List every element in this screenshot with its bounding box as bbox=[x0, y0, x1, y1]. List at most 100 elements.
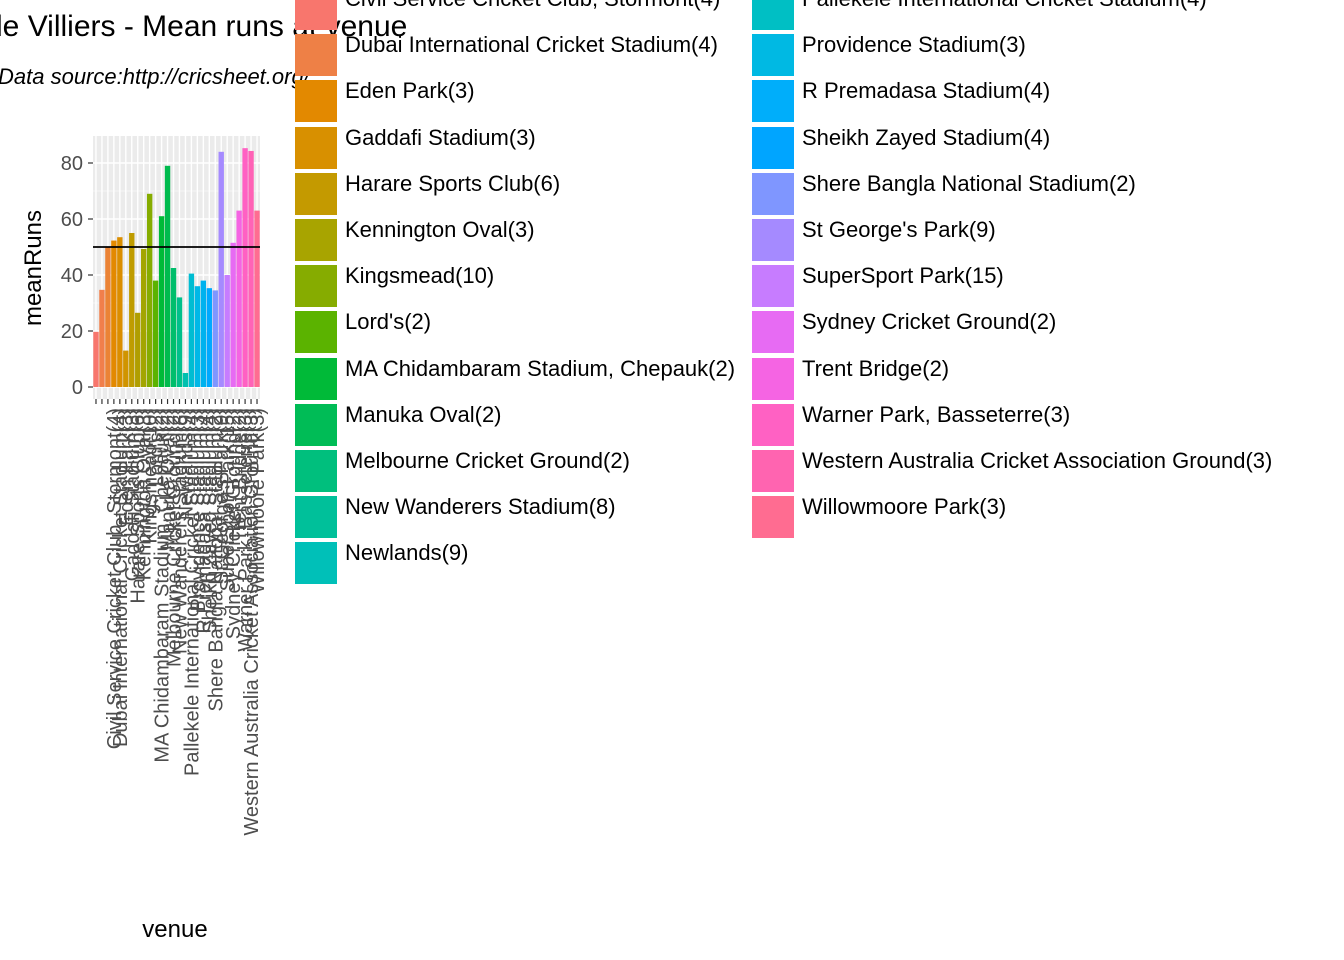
legend-key bbox=[752, 357, 794, 400]
x-tick-label: Willowmoore Park(3) bbox=[247, 408, 269, 594]
x-tick-label: Lord's(2) bbox=[146, 408, 168, 486]
legend-key bbox=[295, 219, 337, 261]
x-tick-label: Providence Stadium(3) bbox=[187, 408, 209, 611]
legend-key bbox=[295, 542, 337, 585]
legend-key bbox=[752, 219, 794, 261]
x-tick-label: R Premadasa Stadium(4) bbox=[193, 408, 215, 634]
legend-key bbox=[295, 450, 337, 492]
bar bbox=[242, 148, 248, 387]
bar bbox=[105, 247, 111, 387]
x-tick-label: Manuka Oval(2) bbox=[158, 408, 180, 550]
legend-key bbox=[752, 0, 794, 30]
x-tick-label: Newlands(9) bbox=[175, 408, 197, 520]
bar bbox=[248, 150, 254, 387]
x-tick-label: Dubai International Cricket Stadium(4) bbox=[110, 408, 132, 747]
bar bbox=[188, 273, 195, 387]
legend-column-1: Civil Service Cricket Club, Stormont(4) D… bbox=[295, 0, 750, 610]
legend-label: Kennington Oval(3) bbox=[345, 217, 535, 242]
legend-label: Providence Stadium(3) bbox=[802, 32, 1026, 58]
legend-label: MA Chidambaram Stadium, Chepauk(2) bbox=[345, 355, 736, 381]
legend-label: Harare Sports Club(6) bbox=[345, 170, 561, 196]
x-tick-label: Gaddafi Stadium(3) bbox=[122, 408, 144, 581]
legend-key bbox=[752, 34, 794, 77]
legend-label: Gaddafi Stadium(3) bbox=[345, 124, 536, 150]
bar bbox=[123, 350, 129, 387]
bar bbox=[176, 297, 183, 387]
bar bbox=[224, 275, 230, 387]
legend-label: New Wanderers Stadium(8) bbox=[345, 494, 616, 520]
bar bbox=[146, 193, 153, 387]
legend-key bbox=[295, 34, 337, 77]
legend-label: Warner Park, Basseterre(3) bbox=[802, 401, 1071, 427]
legend-key bbox=[752, 450, 794, 492]
x-tick-label: Civil Service Cricket Club, Stormont(4) bbox=[104, 408, 126, 749]
legend-key bbox=[295, 126, 337, 169]
legend-key bbox=[752, 403, 794, 446]
legend-key bbox=[295, 0, 337, 30]
legend-label: R Premadasa Stadium(4) bbox=[802, 78, 1051, 104]
x-tick-label: MA Chidambaram Stadium, Chepauk(2) bbox=[152, 408, 174, 763]
x-axis-label: venue bbox=[142, 916, 208, 943]
bar bbox=[230, 242, 236, 387]
chart-title: de Villiers - Mean runs at venue bbox=[0, 10, 408, 43]
bar bbox=[212, 290, 218, 387]
x-tick-label: Eden Park(3) bbox=[116, 408, 138, 526]
x-tick-label: Kennington Oval(3) bbox=[134, 408, 156, 580]
bar bbox=[170, 268, 177, 387]
legend-key bbox=[295, 357, 337, 400]
bar-chart: 0 20 40 60 80 Civil Service Cricket Club, Sto… bbox=[61, 136, 269, 836]
legend-label: SuperSport Park(15) bbox=[802, 263, 1004, 289]
bar bbox=[194, 286, 201, 387]
x-tick-label: SuperSport Park(15) bbox=[217, 408, 239, 591]
x-tick-label: Kingsmead(10) bbox=[140, 408, 162, 544]
legend-label: Sheikh Zayed Stadium(4) bbox=[802, 124, 1051, 150]
legend-label: Dubai International Cricket Stadium(4) bbox=[345, 32, 718, 58]
legend-label: St George's Park(9) bbox=[802, 217, 996, 242]
x-tick-label: Harare Sports Club(6) bbox=[128, 408, 150, 604]
bar bbox=[141, 248, 147, 387]
bar bbox=[129, 233, 135, 387]
legend-label: Sydney Cricket Ground(2) bbox=[802, 309, 1057, 335]
bar bbox=[117, 237, 123, 387]
y-tick-label: 0 bbox=[72, 377, 83, 399]
legend-key bbox=[752, 172, 794, 215]
bar bbox=[236, 210, 242, 387]
legend-label: Eden Park(3) bbox=[345, 78, 475, 104]
legend-label: Kingsmead(10) bbox=[345, 263, 495, 289]
legend-key bbox=[295, 496, 337, 539]
legend-label: Western Australia Cricket Association Gr… bbox=[802, 448, 1273, 473]
legend-key bbox=[752, 126, 794, 169]
legend-label: Willowmoore Park(3) bbox=[802, 494, 1007, 520]
bar bbox=[158, 216, 165, 387]
bar bbox=[200, 280, 207, 387]
bar bbox=[111, 240, 117, 387]
x-tick-label: Pallekele International Cricket Stadium(… bbox=[181, 408, 203, 776]
legend-label: Pallekele International Cricket Stadium(… bbox=[802, 0, 1207, 10]
bar bbox=[164, 165, 171, 387]
bar bbox=[135, 312, 141, 387]
y-tick-label: 80 bbox=[61, 153, 83, 175]
legend-label: Lord's(2) bbox=[345, 309, 432, 335]
legend-key bbox=[295, 403, 337, 446]
y-tick-label: 20 bbox=[61, 321, 83, 343]
y-tick-label: 60 bbox=[61, 209, 83, 231]
chart-subtitle: Data source:http://cricsheet.org/ bbox=[0, 64, 310, 89]
legend-label: Newlands(9) bbox=[345, 540, 469, 566]
x-tick-label: Sydney Cricket Ground(2) bbox=[223, 408, 245, 639]
legend-label: Manuka Oval(2) bbox=[345, 401, 502, 427]
legend-key bbox=[295, 172, 337, 215]
bar bbox=[206, 288, 212, 387]
x-tick-label: Warner Park, Basseterre(3) bbox=[235, 408, 257, 652]
x-tick-label: St George's Park(9) bbox=[211, 408, 233, 584]
bar bbox=[218, 151, 224, 387]
x-tick-label: Sheikh Zayed Stadium(4) bbox=[199, 408, 221, 634]
legend-key bbox=[752, 265, 794, 308]
legend-key bbox=[752, 311, 794, 354]
x-tick-label: Western Australia Cricket Association Gr… bbox=[241, 408, 263, 836]
legend-label: Shere Bangla National Stadium(2) bbox=[802, 170, 1136, 196]
legend-key bbox=[295, 80, 337, 123]
legend-label: Trent Bridge(2) bbox=[802, 355, 950, 381]
x-tick-label: New Wanderers Stadium(8) bbox=[169, 408, 191, 654]
legend-key bbox=[295, 311, 337, 354]
x-tick-label: Trent Bridge(2) bbox=[229, 408, 251, 542]
